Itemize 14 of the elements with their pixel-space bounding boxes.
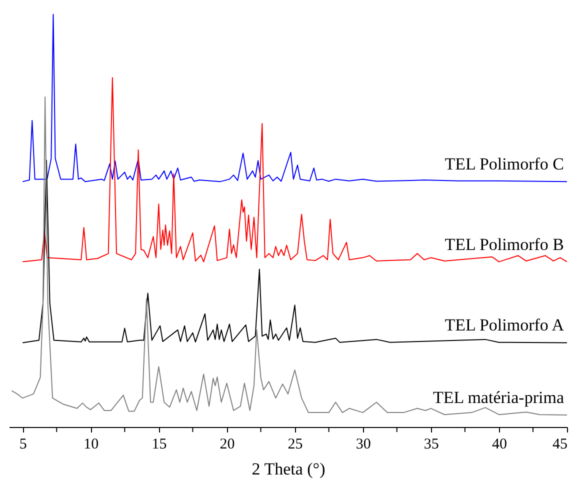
series-label: TEL Polimorfo B bbox=[444, 234, 564, 254]
x-tick-label: 10 bbox=[84, 436, 99, 452]
series-label: TEL matéria-prima bbox=[432, 388, 564, 408]
x-tick-label: 45 bbox=[552, 436, 568, 452]
x-tick-label: 25 bbox=[288, 436, 303, 452]
x-tick-label: 15 bbox=[152, 436, 167, 452]
x-tick-label: 30 bbox=[356, 436, 371, 452]
x-tick-label: 35 bbox=[424, 436, 439, 452]
x-axis-title: 2 Theta (°) bbox=[252, 460, 326, 478]
x-tick-label: 5 bbox=[19, 436, 27, 452]
x-tick-label: 40 bbox=[492, 436, 507, 452]
series-label: TEL Polimorfo A bbox=[444, 316, 565, 335]
x-tick-label: 20 bbox=[220, 436, 235, 452]
series-label: TEL Polimorfo C bbox=[444, 154, 564, 174]
